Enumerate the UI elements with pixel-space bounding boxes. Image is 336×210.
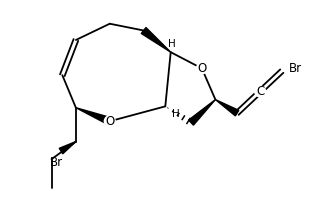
Text: O: O — [105, 115, 114, 128]
Circle shape — [104, 116, 115, 127]
Text: H: H — [172, 109, 179, 119]
Polygon shape — [76, 108, 111, 125]
Polygon shape — [188, 100, 215, 125]
Text: Br: Br — [289, 62, 302, 75]
Text: C: C — [256, 85, 264, 98]
Text: H: H — [168, 38, 175, 49]
Text: Br: Br — [50, 156, 64, 169]
Circle shape — [255, 86, 265, 97]
Polygon shape — [215, 100, 239, 116]
Polygon shape — [141, 28, 171, 52]
Circle shape — [197, 63, 207, 74]
Text: O: O — [197, 62, 207, 75]
Polygon shape — [59, 142, 76, 154]
